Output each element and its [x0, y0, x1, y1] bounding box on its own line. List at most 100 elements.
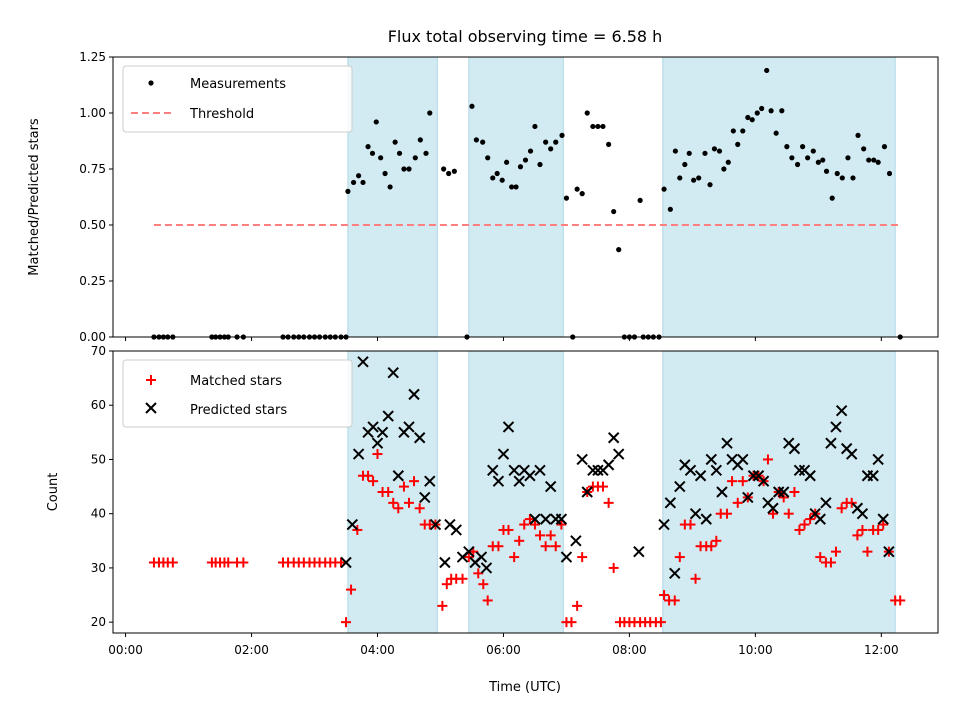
- y-tick-label: 0.75: [79, 162, 106, 176]
- measurement-point: [611, 208, 617, 215]
- measurement-point: [600, 123, 606, 130]
- measurement-point: [350, 179, 357, 186]
- measurement-point: [637, 197, 643, 203]
- legend-label-threshold: Threshold: [189, 107, 254, 122]
- matched-point: [167, 557, 178, 568]
- predicted-point: [658, 518, 670, 531]
- predicted-point: [669, 567, 681, 580]
- measurement-point: [881, 144, 888, 150]
- predicted-point: [429, 518, 442, 531]
- matched-point: [762, 454, 773, 465]
- x-tick-label: 12:00: [864, 643, 899, 657]
- matched-point: [398, 481, 409, 492]
- measurement-point: [490, 175, 496, 181]
- x-tick-label: 00:00: [108, 643, 143, 657]
- measurement-point: [522, 157, 529, 163]
- measurement-point: [616, 247, 622, 253]
- matched-point: [556, 519, 567, 530]
- matched-point: [597, 481, 608, 492]
- matched-point: [727, 476, 738, 487]
- matched-point: [783, 508, 794, 519]
- matched-point: [815, 552, 826, 563]
- predicted-point: [539, 513, 552, 525]
- measurement-point: [543, 139, 549, 145]
- measurement-point: [559, 132, 565, 138]
- predicted-point: [830, 421, 842, 433]
- predicted-point: [581, 486, 593, 498]
- predicted-point: [633, 545, 645, 558]
- matched-point: [463, 552, 474, 563]
- predicted-point: [856, 507, 869, 520]
- predicted-point: [867, 470, 879, 482]
- matched-point: [393, 503, 404, 514]
- predicted-point: [877, 513, 889, 525]
- predicted-point: [534, 464, 546, 477]
- measurement-point: [406, 166, 412, 172]
- measurement-point: [360, 179, 366, 186]
- measurement-point: [606, 141, 612, 147]
- x-tick-label: 02:00: [234, 643, 269, 657]
- measurement-point: [759, 105, 765, 112]
- y-tick-label: 1.25: [79, 50, 106, 64]
- measurement-point: [716, 148, 723, 154]
- measurement-point: [682, 161, 688, 168]
- matched-point: [473, 568, 484, 579]
- predicted-point: [576, 453, 588, 466]
- matched-point: [878, 519, 889, 530]
- matched-point: [403, 497, 414, 508]
- x-tick-label: 08:00: [612, 643, 647, 657]
- measurement-point: [356, 173, 362, 179]
- predicted-point: [367, 421, 379, 433]
- predicted-point: [872, 453, 884, 466]
- measurement-point: [820, 157, 826, 163]
- y-tick-label: 0.50: [79, 218, 106, 232]
- matched-point: [493, 541, 504, 552]
- matched-point: [789, 487, 800, 497]
- predicted-point: [524, 470, 536, 482]
- measurement-point: [417, 137, 423, 143]
- measurement-point: [427, 110, 433, 116]
- matched-point: [540, 541, 551, 552]
- matched-point: [335, 557, 346, 568]
- measurement-point: [886, 170, 893, 177]
- measurement-point: [677, 175, 683, 181]
- predicted-point: [793, 464, 806, 477]
- x-tick-label: 06:00: [486, 643, 521, 657]
- matched-point: [223, 557, 234, 568]
- predicted-point: [694, 470, 707, 482]
- matched-point: [346, 584, 357, 595]
- measurement-point: [661, 186, 667, 192]
- predicted-point: [371, 437, 384, 449]
- predicted-point: [413, 432, 426, 444]
- measurement-point: [548, 146, 554, 152]
- predicted-point: [592, 464, 604, 477]
- measurement-point: [721, 166, 727, 172]
- measurement-point: [730, 128, 736, 134]
- measurement-point: [563, 195, 570, 201]
- measurement-point: [805, 155, 811, 161]
- matched-star-points: [148, 449, 906, 628]
- top-panel: 0.00 0.25 0.50 0.75 1.00 1.25 Matched/Predict…: [27, 50, 939, 344]
- measurement-point: [691, 177, 697, 183]
- matched-point: [572, 600, 583, 611]
- bottom-shaded-intervals: [347, 350, 896, 634]
- measurement-point: [799, 144, 806, 150]
- predicted-point: [587, 464, 599, 477]
- predicted-point: [820, 497, 832, 509]
- measurement-point: [401, 166, 407, 172]
- legend-label-predicted: Predicted stars: [190, 403, 287, 418]
- matched-point: [768, 508, 778, 519]
- predicted-point: [664, 497, 677, 509]
- predicted-point: [544, 480, 557, 493]
- predicted-point: [450, 524, 462, 536]
- measurement-point: [494, 170, 500, 177]
- predicted-point: [475, 551, 488, 563]
- measurement-point: [696, 175, 702, 181]
- predicted-point: [700, 513, 712, 525]
- matched-point: [363, 470, 374, 481]
- predicted-point: [747, 470, 760, 482]
- predicted-point: [607, 432, 620, 444]
- x-tick-label: 10:00: [738, 643, 773, 657]
- predicted-point: [814, 513, 826, 525]
